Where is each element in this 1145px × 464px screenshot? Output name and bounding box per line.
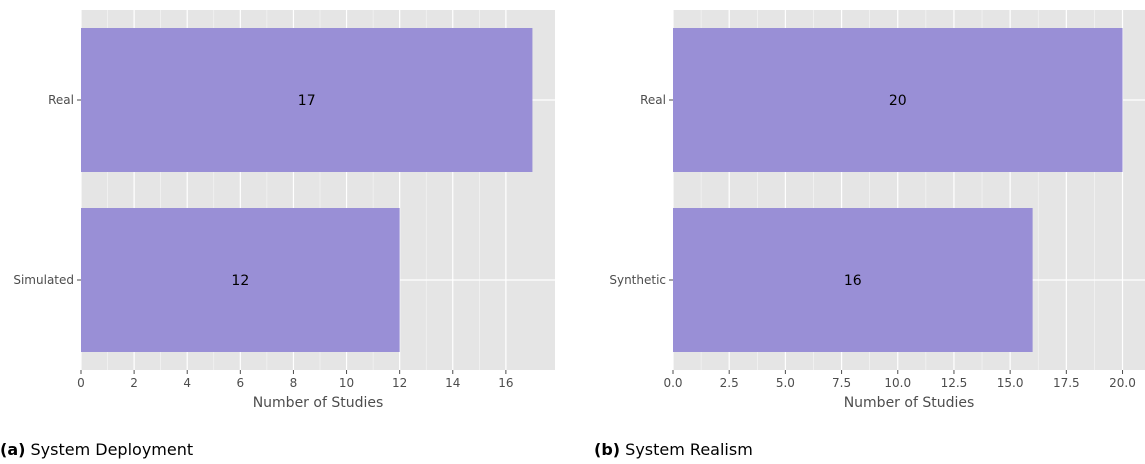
chart-a-data-label: 17 [298, 93, 316, 109]
chart-a-xtick-label: 14 [445, 376, 460, 390]
chart-a-xtick-label: 16 [498, 376, 513, 390]
chart-b-ytick-label: Synthetic [609, 273, 666, 287]
chart-b-xtick-label: 12.5 [941, 376, 968, 390]
chart-a-xtick-label: 2 [130, 376, 138, 390]
caption-b-tag: (b) [594, 440, 621, 459]
chart-a-xtick-label: 8 [290, 376, 298, 390]
caption-a: (a) System Deployment [0, 440, 193, 459]
chart-a-xtick-label: 12 [392, 376, 407, 390]
chart-a-xtick-label: 6 [237, 376, 245, 390]
chart-a-bar-real [81, 28, 533, 172]
chart-b-xtick-label: 2.5 [720, 376, 739, 390]
chart-b-ytick-label: Real [640, 93, 666, 107]
chart-a-ytick-label: Real [48, 93, 74, 107]
chart-b-xtick-label: 7.5 [832, 376, 851, 390]
chart-a-xtick-label: 0 [77, 376, 85, 390]
chart-a: 17 Real 12 Simulated 0 2 4 6 8 10 12 14 16 Number of … [13, 10, 555, 411]
chart-b-bar-real [673, 28, 1123, 172]
caption-b: (b) System Realism [594, 440, 753, 459]
chart-a-data-label: 12 [231, 273, 249, 289]
chart-b-xtick-label: 17.5 [1053, 376, 1080, 390]
chart-a-bar-simulated [81, 208, 400, 352]
chart-a-x-axis-title: Number of Studies [253, 395, 384, 411]
chart-b-data-label: 16 [844, 273, 862, 289]
chart-b-xtick-label: 5.0 [776, 376, 795, 390]
chart-b-xtick-label: 0.0 [663, 376, 682, 390]
chart-a-xtick-label: 4 [183, 376, 191, 390]
chart-a-xtick-label: 10 [339, 376, 354, 390]
chart-a-ytick-label: Simulated [13, 273, 74, 287]
chart-b-data-label: 20 [889, 93, 907, 109]
chart-b-xtick-label: 15.0 [997, 376, 1024, 390]
caption-b-text: System Realism [625, 440, 753, 459]
caption-a-tag: (a) [0, 440, 26, 459]
chart-b-bar-synthetic [673, 208, 1033, 352]
chart-b-x-axis-title: Number of Studies [844, 395, 975, 411]
caption-a-text: System Deployment [30, 440, 194, 459]
chart-b-xtick-label: 20.0 [1109, 376, 1136, 390]
chart-b-xtick-label: 10.0 [884, 376, 911, 390]
chart-b: 20 Real 16 Synthetic 0.0 2.5 5.0 7.5 10.0 12.5 15.… [609, 10, 1145, 411]
